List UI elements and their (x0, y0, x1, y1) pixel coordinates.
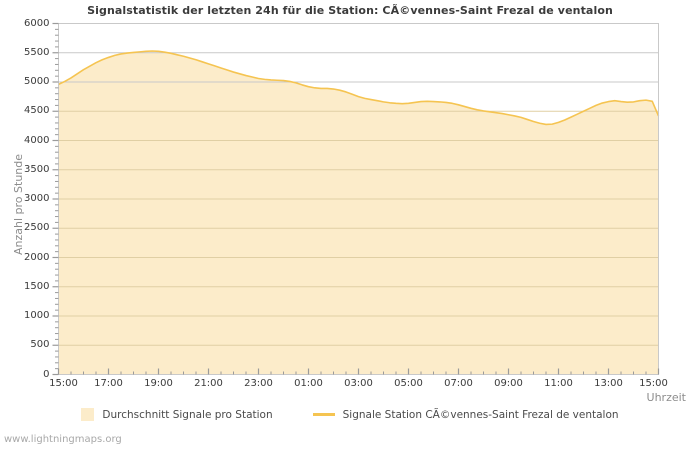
x-tick-label: 21:00 (194, 378, 223, 389)
legend-swatch-line-icon (312, 413, 335, 416)
y-tick-label: 4500 (24, 105, 50, 117)
x-tick-label: 19:00 (144, 378, 173, 389)
y-tick-label: 0 (43, 368, 50, 380)
y-tick-label: 1500 (24, 280, 50, 292)
x-tick-label: 13:00 (594, 378, 623, 389)
chart-title: Signalstatistik der letzten 24h für die … (87, 4, 613, 17)
x-tick-label: 17:00 (94, 378, 123, 389)
legend-label-average: Durchschnitt Signale pro Station (102, 408, 273, 421)
y-tick-label: 5000 (24, 76, 50, 87)
watermark-link[interactable]: www.lightningmaps.org (4, 434, 122, 445)
legend-item-station[interactable]: Signale Station CÃ©vennes-Saint Frezal d… (312, 408, 619, 421)
y-tick-label: 4000 (24, 134, 50, 146)
y-tick-label: 2500 (24, 222, 50, 234)
y-tick-label: 5500 (24, 46, 50, 58)
x-axis-title: Uhrzeit (646, 391, 686, 404)
legend-label-station: Signale Station CÃ©vennes-Saint Frezal d… (342, 408, 619, 421)
y-tick-label: 3000 (24, 193, 50, 204)
x-tick-label: 09:00 (494, 378, 523, 389)
y-tick-label: 500 (30, 339, 50, 351)
chart-legend: Durchschnitt Signale pro Station Signale… (0, 408, 700, 421)
x-tick-label: 23:00 (244, 378, 273, 389)
x-tick-label: 07:00 (444, 378, 473, 389)
y-tick-label: 1000 (24, 310, 50, 321)
x-tick-label: 15:00 (49, 378, 78, 389)
x-tick-label: 03:00 (344, 378, 373, 389)
x-tick-label: 15:00 (639, 378, 668, 389)
x-tick-label: 01:00 (294, 378, 323, 389)
y-tick-label: 3500 (24, 163, 50, 175)
y-tick-label: 6000 (24, 17, 50, 29)
series-area-average (58, 50, 659, 375)
series-line-station (58, 50, 660, 126)
legend-item-average[interactable]: Durchschnitt Signale pro Station (81, 408, 273, 421)
legend-swatch-box-icon (81, 408, 95, 421)
y-tick-label: 2000 (24, 251, 50, 263)
x-tick-label: 11:00 (544, 378, 573, 389)
x-tick-label: 05:00 (394, 378, 423, 389)
